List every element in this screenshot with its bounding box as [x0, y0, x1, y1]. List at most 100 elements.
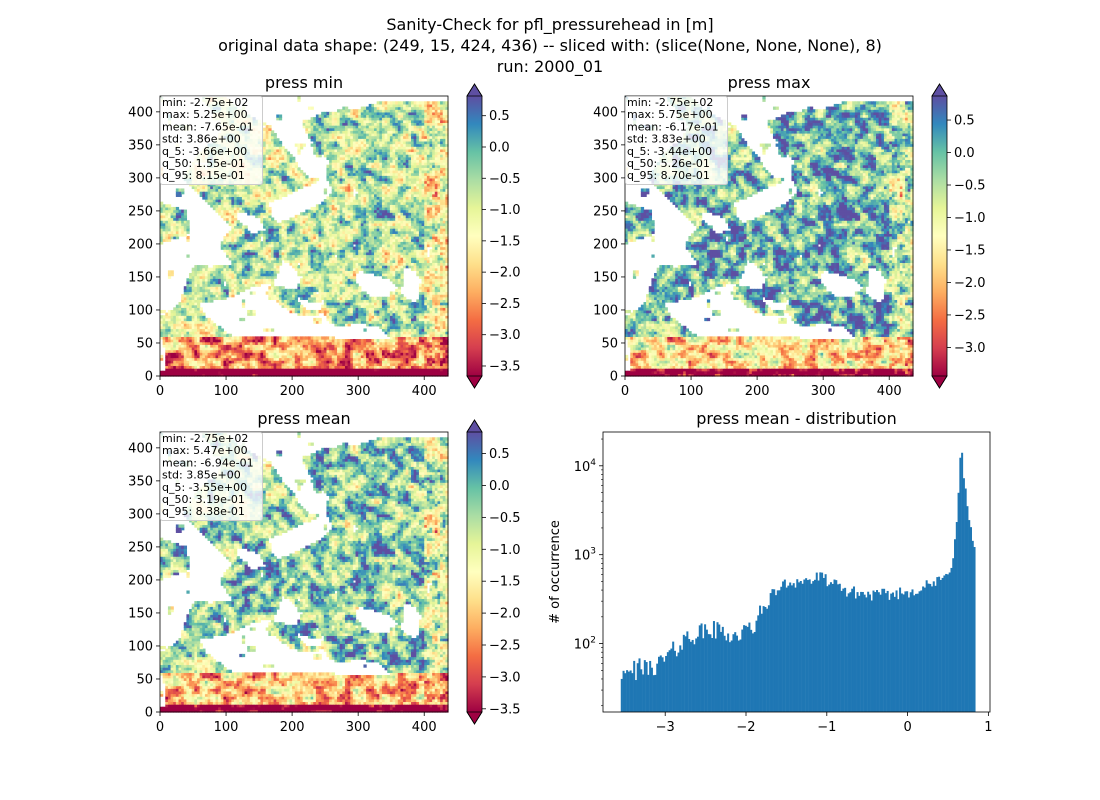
- heatmap-cell: [366, 357, 370, 361]
- heatmap-cell: [289, 346, 293, 351]
- heatmap-cell: [337, 344, 341, 348]
- heatmap-cell: [437, 333, 441, 337]
- heatmap-cell: [403, 320, 407, 324]
- heatmap-cell: [255, 344, 259, 348]
- heatmap-cell: [426, 341, 431, 345]
- heatmap-cell: [265, 339, 269, 343]
- heatmap-cell: [392, 344, 396, 348]
- heatmap-cell: [191, 373, 195, 377]
- heatmap-cell: [260, 373, 264, 377]
- heatmap-cell: [437, 368, 441, 372]
- heatmap-cell: [286, 339, 291, 343]
- heatmap-cell: [405, 357, 409, 361]
- heatmap-cell: [403, 333, 407, 337]
- heatmap-cell: [434, 336, 439, 340]
- heatmap-cell: [260, 352, 264, 356]
- heatmap-cell: [344, 341, 349, 345]
- heatmap-cell: [384, 370, 388, 374]
- heatmap-cell: [260, 368, 264, 372]
- heatmap-cell: [186, 325, 190, 330]
- heatmap-cell: [268, 357, 272, 361]
- heatmap-cell: [199, 349, 203, 353]
- heatmap-cell: [350, 341, 354, 345]
- heatmap-cell: [411, 346, 415, 351]
- heatmap-cell: [421, 362, 425, 367]
- heatmap-cell: [326, 373, 330, 377]
- heatmap-cell: [207, 352, 211, 356]
- heatmap-cell: [260, 354, 264, 359]
- heatmap-cell: [226, 360, 230, 364]
- heatmap-cell: [178, 368, 182, 372]
- heatmap-cell: [289, 373, 293, 377]
- heatmap-cell: [160, 325, 164, 330]
- heatmap-cell: [191, 368, 195, 372]
- heatmap-cell: [191, 344, 195, 348]
- heatmap-cell: [442, 346, 446, 351]
- heatmap-cell: [395, 354, 399, 359]
- heatmap-cell: [305, 373, 309, 377]
- heatmap-cell: [207, 331, 211, 335]
- heatmap-cell: [268, 346, 272, 351]
- heatmap-cell: [167, 344, 172, 348]
- heatmap-cell: [268, 352, 272, 356]
- heatmap-cell: [440, 328, 444, 332]
- heatmap-cell: [397, 368, 402, 372]
- heatmap-cell: [257, 354, 261, 359]
- heatmap-cell: [194, 346, 198, 351]
- heatmap-cell: [339, 344, 343, 348]
- heatmap-cell: [268, 368, 272, 372]
- heatmap-cell: [416, 333, 420, 337]
- heatmap-cell: [165, 370, 169, 374]
- heatmap-cell: [247, 357, 251, 361]
- heatmap-cell: [400, 320, 404, 324]
- heatmap-cell: [218, 333, 222, 337]
- heatmap-cell: [268, 373, 272, 377]
- heatmap-cell: [183, 352, 188, 356]
- heatmap-cell: [257, 357, 261, 361]
- heatmap-cell: [352, 362, 357, 367]
- heatmap-cell: [403, 360, 407, 364]
- heatmap-cell: [331, 344, 335, 348]
- heatmap-cell: [334, 352, 338, 356]
- heatmap-cell: [323, 354, 328, 359]
- heatmap-cell: [255, 365, 259, 369]
- heatmap-cell: [374, 323, 378, 327]
- heatmap-cell: [326, 360, 330, 364]
- heatmap-cell: [204, 360, 209, 364]
- heatmap-cell: [342, 349, 346, 353]
- heatmap-cell: [165, 325, 169, 330]
- heatmap-cell: [384, 346, 388, 351]
- heatmap-cell: [239, 349, 243, 353]
- heatmap-cell: [297, 344, 301, 348]
- heatmap-cell: [294, 346, 298, 351]
- heatmap-cell: [183, 328, 188, 332]
- heatmap-cell: [207, 320, 211, 324]
- heatmap-cell: [337, 354, 341, 359]
- heatmap-cell: [300, 346, 304, 351]
- heatmap-cell: [278, 339, 283, 343]
- heatmap-cell: [400, 323, 404, 327]
- heatmap-cell: [376, 357, 380, 361]
- heatmap-cell: [416, 341, 420, 345]
- heatmap-cell: [289, 365, 293, 369]
- heatmap-cell: [265, 352, 269, 356]
- heatmap-cell: [342, 323, 346, 327]
- heatmap-cell: [326, 365, 330, 369]
- heatmap-cell: [307, 339, 312, 343]
- heatmap-cell: [167, 360, 172, 364]
- heatmap-cell: [434, 339, 439, 343]
- heatmap-cell: [379, 354, 383, 359]
- heatmap-cell: [366, 368, 370, 372]
- heatmap-cell: [220, 360, 225, 364]
- heatmap-cell: [326, 341, 330, 345]
- heatmap-cell: [191, 365, 195, 369]
- heatmap-cell: [437, 323, 441, 327]
- heatmap-cell: [442, 357, 446, 361]
- heatmap-cell: [178, 336, 182, 340]
- heatmap-cell: [236, 336, 240, 340]
- heatmap-cell: [170, 349, 174, 353]
- heatmap-cell: [400, 339, 404, 343]
- heatmap-cell: [405, 373, 409, 377]
- heatmap-cell: [223, 349, 227, 353]
- heatmap-cell: [260, 344, 264, 348]
